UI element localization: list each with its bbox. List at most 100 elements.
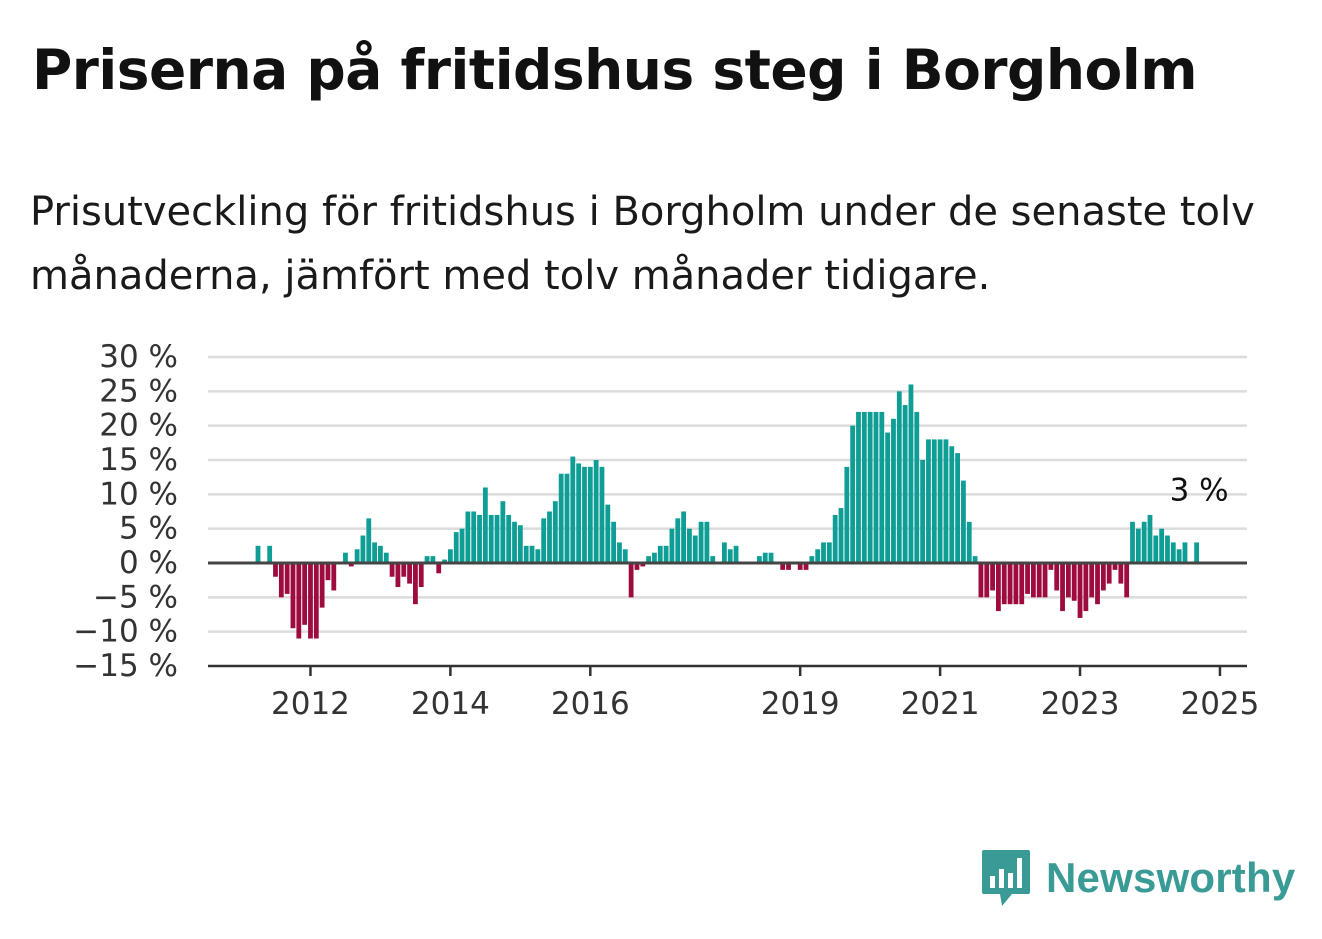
bar (681, 511, 686, 563)
bar (331, 563, 337, 591)
bar (413, 563, 418, 605)
bar (1042, 563, 1048, 598)
bar (552, 501, 558, 563)
bar (990, 563, 995, 591)
bar (418, 563, 424, 588)
bar (844, 466, 850, 563)
bar (1077, 563, 1083, 618)
bar (284, 563, 290, 594)
bar (290, 563, 296, 629)
bar (1089, 563, 1095, 598)
bar (797, 563, 803, 570)
bar (541, 518, 547, 563)
bar (325, 563, 331, 581)
y-tick-label: 25 % (99, 373, 178, 409)
bar (343, 552, 348, 563)
bar (500, 501, 506, 563)
bar (1060, 563, 1065, 612)
y-tick-label: 30 % (99, 339, 178, 375)
brand-name: Newsworthy (1046, 854, 1296, 901)
bar (593, 460, 599, 563)
bar (1106, 563, 1112, 584)
bar (389, 563, 395, 577)
bar (587, 466, 593, 563)
bar (955, 453, 960, 563)
bar (471, 511, 477, 563)
bar (1112, 563, 1118, 570)
bar (523, 545, 529, 563)
chart-title: Priserna på fritidshus steg i Borgholm (32, 38, 1198, 102)
bar (803, 563, 809, 570)
bar (996, 563, 1001, 612)
x-axis-labels: 2012 2014 2016 2019 2021 2023 2025 (271, 686, 1259, 722)
bar (459, 528, 465, 563)
bar (1194, 542, 1200, 563)
bar (529, 545, 535, 563)
bar (634, 563, 640, 570)
bar (669, 528, 675, 563)
chart-subtitle: Prisutveckling för fritidshus i Borgholm… (30, 189, 1255, 299)
bar (1054, 563, 1060, 591)
bar (494, 514, 500, 563)
bar (395, 563, 401, 588)
bar (1083, 563, 1089, 612)
bar (401, 563, 407, 577)
y-tick-label: 10 % (99, 476, 178, 512)
bar (663, 545, 669, 563)
bar (815, 549, 821, 563)
x-tick-label: 2019 (761, 686, 840, 722)
bar (675, 518, 681, 563)
bar (1030, 563, 1036, 598)
bar (1159, 528, 1165, 563)
bar (850, 425, 856, 563)
bar (366, 518, 372, 563)
bar (646, 556, 652, 563)
bar (319, 563, 325, 608)
bar (966, 521, 972, 563)
bar (786, 563, 791, 570)
x-tick-label: 2021 (901, 686, 980, 722)
bar (1013, 563, 1019, 605)
bar (482, 487, 488, 563)
bar (611, 521, 617, 563)
x-tick-label: 2016 (551, 686, 630, 722)
bar (1141, 521, 1147, 563)
y-tick-label: −5 % (93, 579, 178, 615)
bar (908, 384, 914, 563)
bar (617, 542, 622, 563)
last-value-label: 3 % (1170, 472, 1229, 508)
bar (891, 418, 896, 563)
bar (308, 563, 313, 639)
y-tick-label: 20 % (99, 408, 178, 444)
bar (1124, 563, 1130, 598)
bar (628, 563, 634, 598)
bar (535, 549, 541, 563)
grid-lines (208, 355, 1247, 633)
bars (255, 384, 1200, 639)
bar-chart-speech-bubble-icon (982, 850, 1030, 906)
bar (372, 542, 377, 563)
bar (809, 556, 815, 563)
x-tick-label: 2025 (1180, 686, 1259, 722)
bar (517, 525, 523, 563)
bar (564, 473, 570, 563)
bar (1065, 563, 1071, 598)
bar (914, 411, 920, 563)
bar (407, 563, 412, 584)
y-tick-label: 15 % (99, 442, 178, 478)
x-tick-label: 2012 (271, 686, 350, 722)
bar (477, 514, 482, 563)
bar (879, 411, 885, 563)
bar (961, 480, 966, 563)
bar (885, 432, 891, 563)
bar (1170, 542, 1176, 563)
bar (1007, 563, 1013, 605)
bar (687, 528, 692, 563)
bar (354, 549, 360, 563)
bar (1182, 542, 1188, 563)
y-tick-label: −15 % (73, 648, 178, 684)
bar (576, 463, 582, 563)
bar (378, 545, 383, 563)
newsworthy-logo: Newsworthy (980, 848, 1295, 908)
x-tick-label: 2014 (411, 686, 490, 722)
